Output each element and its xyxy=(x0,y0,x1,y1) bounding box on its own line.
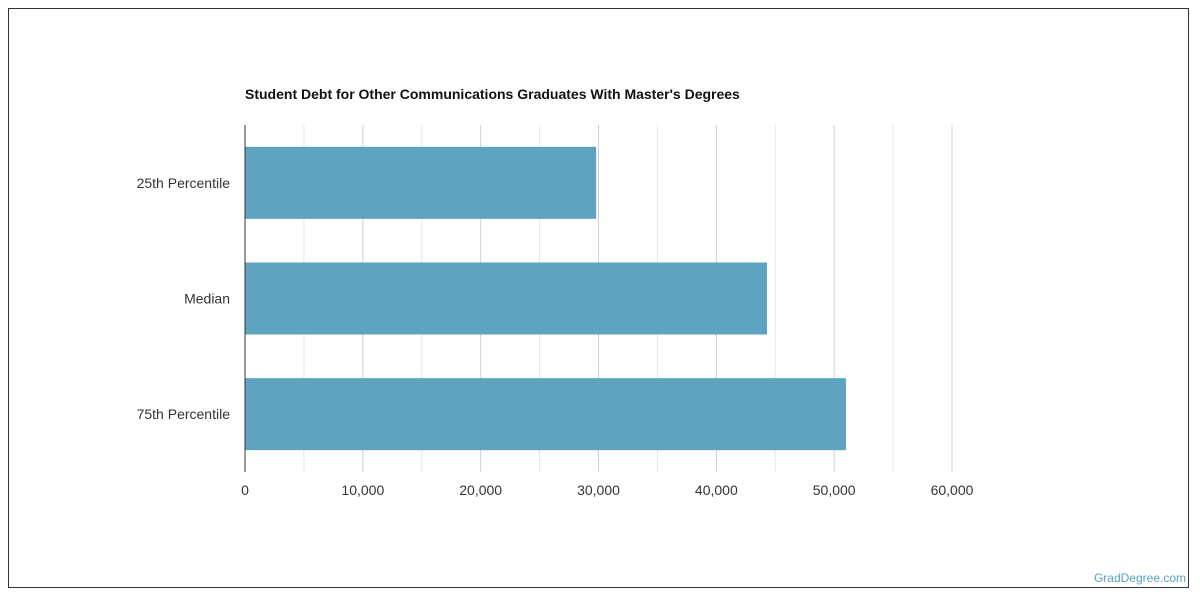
x-tick-label: 50,000 xyxy=(813,482,856,498)
x-tick-label: 20,000 xyxy=(459,482,502,498)
x-tick-labels: 0 10,000 20,000 30,000 40,000 50,000 60,000 xyxy=(241,482,974,498)
source-watermark[interactable]: GradDegree.com xyxy=(1093,571,1186,585)
bars xyxy=(245,146,846,451)
bar-median[interactable] xyxy=(245,262,768,335)
x-tick-label: 40,000 xyxy=(695,482,738,498)
category-label: Median xyxy=(184,291,230,307)
x-tick-label: 10,000 xyxy=(341,482,384,498)
category-label: 75th Percentile xyxy=(137,406,231,422)
x-tick-label: 60,000 xyxy=(931,482,974,498)
chart-title: Student Debt for Other Communications Gr… xyxy=(245,86,740,102)
category-labels: 25th Percentile Median 75th Percentile xyxy=(137,175,231,422)
x-tick-label: 0 xyxy=(241,482,249,498)
x-tick-label: 30,000 xyxy=(577,482,620,498)
bar-25th-percentile[interactable] xyxy=(245,146,597,219)
bar-75th-percentile[interactable] xyxy=(245,378,846,451)
category-label: 25th Percentile xyxy=(137,175,231,191)
